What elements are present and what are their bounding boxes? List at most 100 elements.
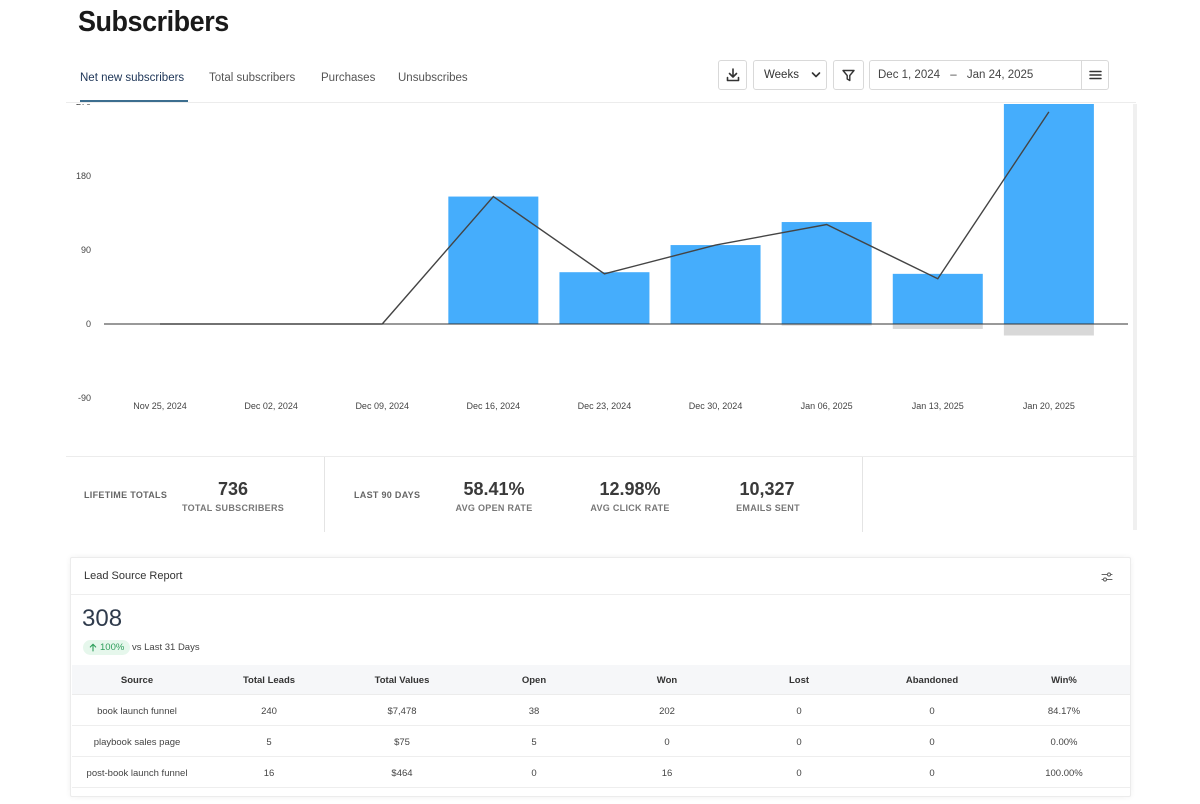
column-header-abandoned[interactable]: Abandoned	[905, 675, 959, 686]
date-range-start: Dec 1, 2024	[878, 69, 941, 81]
table-row[interactable]: playbook sales page 5 $75 5 0 0 0 0.00%	[72, 726, 1130, 757]
sliders-icon	[1101, 572, 1113, 582]
x-tick-label: Jan 06, 2025	[801, 401, 853, 411]
x-tick-label: Nov 25, 2024	[133, 401, 187, 411]
total-leads-count: 308	[82, 605, 123, 632]
column-header-won[interactable]: Won	[656, 675, 678, 686]
totals-divider	[862, 457, 863, 532]
filter-button[interactable]	[833, 60, 864, 90]
interval-select[interactable]: Weeks	[753, 60, 827, 90]
negative-bar	[781, 324, 872, 326]
y-tick-label: 180	[76, 171, 91, 181]
totals-divider	[324, 457, 325, 532]
cell-source: post-book launch funnel	[86, 768, 188, 779]
subscribers-chart: 270 180 90 0 -90 Nov 25, 2024 Dec 02, 2024 Dec …	[66, 104, 1136, 456]
cell-won: 16	[661, 768, 673, 779]
arrow-up-icon	[89, 643, 97, 652]
negative-bar	[892, 324, 983, 329]
date-range-picker[interactable]: Dec 1, 2024 – Jan 24, 2025	[869, 60, 1109, 90]
cell-total-leads: 5	[266, 737, 272, 748]
chevron-down-icon	[811, 72, 821, 78]
lifetime-totals-label: LIFETIME TOTALS	[84, 490, 168, 500]
date-range-separator: –	[950, 69, 957, 81]
cell-won: 0	[664, 737, 670, 748]
y-tick-label: 0	[86, 319, 91, 329]
x-tick-label: Dec 30, 2024	[689, 401, 743, 411]
tab-total-subscribers[interactable]: Total subscribers	[209, 72, 296, 84]
emails-sent-label: EMAILS SENT	[736, 503, 800, 513]
totals-bar: LIFETIME TOTALS 736 TOTAL SUBSCRIBERS LA…	[66, 456, 1136, 532]
active-tab-indicator	[80, 100, 188, 102]
cell-win-percent: 84.17%	[1047, 706, 1081, 717]
table-row[interactable]: book launch funnel 240 $7,478 38 202 0 0…	[72, 695, 1130, 726]
y-tick-label: -90	[78, 393, 91, 403]
column-header-lost[interactable]: Lost	[788, 675, 810, 686]
tab-bar: Net new subscribers Total subscribers Pu…	[66, 60, 1136, 103]
cell-open: 5	[531, 737, 537, 748]
change-value: 100%	[100, 642, 125, 653]
column-header-total-leads[interactable]: Total Leads	[242, 675, 296, 686]
emails-sent-value: 10,327	[739, 479, 795, 499]
y-tick-label: 270	[76, 104, 91, 107]
comparison-text: vs Last 31 Days	[132, 642, 200, 653]
cell-source: playbook sales page	[93, 737, 181, 748]
date-range-text: Dec 1, 2024 – Jan 24, 2025	[878, 69, 1033, 81]
avg-click-rate-value: 12.98%	[599, 479, 661, 499]
card-header-divider	[71, 594, 1130, 595]
cell-win-percent: 100.00%	[1045, 768, 1083, 779]
column-header-source[interactable]: Source	[120, 675, 154, 686]
cell-total-leads: 240	[261, 706, 277, 717]
avg-open-rate-label: AVG OPEN RATE	[455, 503, 533, 513]
x-tick-label: Dec 23, 2024	[578, 401, 632, 411]
download-button[interactable]	[718, 60, 747, 90]
tab-net-new-subscribers[interactable]: Net new subscribers	[80, 72, 185, 84]
total-subscribers-label: TOTAL SUBSCRIBERS	[181, 503, 285, 513]
scroll-edge-shadow	[1133, 104, 1137, 530]
cell-abandoned: 0	[929, 737, 935, 748]
cell-win-percent: 0.00%	[1050, 737, 1078, 748]
column-header-open[interactable]: Open	[521, 675, 547, 686]
column-header-win-percent[interactable]: Win%	[1051, 675, 1077, 686]
bar	[670, 245, 761, 324]
x-tick-label: Dec 16, 2024	[467, 401, 521, 411]
x-tick-label: Jan 20, 2025	[1023, 401, 1075, 411]
cell-abandoned: 0	[929, 706, 935, 717]
tab-unsubscribes[interactable]: Unsubscribes	[398, 72, 468, 84]
cell-lost: 0	[796, 737, 802, 748]
cell-source: book launch funnel	[97, 706, 177, 717]
table-header: Source Total Leads Total Values Open Won…	[72, 665, 1130, 695]
cell-total-leads: 16	[263, 768, 275, 779]
hamburger-menu-icon	[1088, 70, 1102, 80]
cell-abandoned: 0	[929, 768, 935, 779]
x-tick-label: Dec 02, 2024	[244, 401, 298, 411]
lead-source-report-card: Lead Source Report 308 100% vs Last 31 D…	[70, 557, 1131, 797]
avg-click-rate-label: AVG CLICK RATE	[590, 503, 670, 513]
date-range-menu-button[interactable]	[1081, 61, 1108, 89]
cell-open: 0	[531, 768, 537, 779]
cell-won: 202	[659, 706, 675, 717]
cell-lost: 0	[796, 768, 802, 779]
series-line	[160, 111, 1050, 325]
interval-select-value: Weeks	[764, 69, 799, 81]
chart-canvas: 270 180 90 0 -90 Nov 25, 2024 Dec 02, 2024 Dec …	[76, 104, 1128, 411]
cell-total-values: $7,478	[387, 706, 417, 717]
bar	[892, 273, 983, 324]
bar	[559, 272, 650, 324]
y-tick-label: 90	[81, 245, 91, 255]
filter-icon	[842, 69, 855, 81]
download-icon	[726, 68, 739, 82]
change-badge: 100%	[83, 640, 131, 655]
avg-open-rate-value: 58.41%	[463, 479, 525, 499]
bar	[781, 222, 872, 324]
tab-purchases[interactable]: Purchases	[321, 72, 376, 84]
negative-bar	[1003, 324, 1094, 336]
x-tick-label: Dec 09, 2024	[355, 401, 409, 411]
cell-open: 38	[528, 706, 540, 717]
date-range-end: Jan 24, 2025	[966, 69, 1034, 81]
x-tick-label: Jan 13, 2025	[912, 401, 964, 411]
table-row[interactable]: post-book launch funnel 16 $464 0 16 0 0…	[72, 757, 1130, 788]
column-header-total-values[interactable]: Total Values	[374, 675, 430, 686]
cell-lost: 0	[796, 706, 802, 717]
report-settings-button[interactable]	[1101, 570, 1113, 582]
card-title: Lead Source Report	[84, 570, 183, 582]
